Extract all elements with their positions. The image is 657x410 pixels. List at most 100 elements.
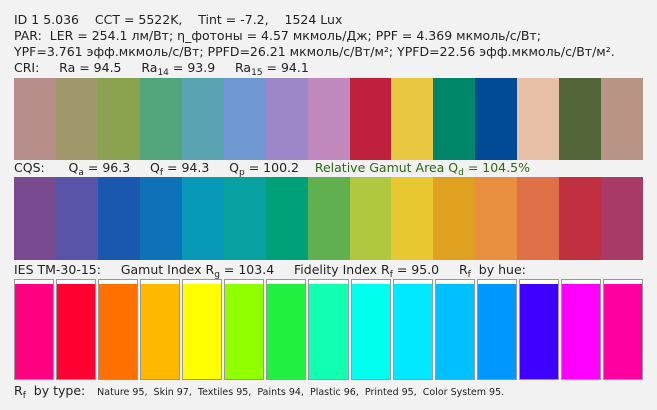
hue-bar [267,284,306,379]
swatch [181,78,224,160]
hue-bar-box [476,279,517,380]
text-segment: = 96.3 Q [83,160,160,175]
swatch [517,78,560,160]
swatch [139,78,182,160]
hue-bar-box [224,279,265,380]
swatch [601,177,644,260]
hue-bar [141,284,180,379]
swatch [265,78,308,160]
hue-bar [15,284,54,379]
swatch [265,177,308,260]
text-segment: = 94.3 Q [163,160,240,175]
text-segment: Nature 95, Skin 97, Textiles 95, Paints … [97,387,505,398]
hue-bar [309,284,348,379]
text-segment: by hue: [470,262,526,277]
info-line: CQS: Qa = 96.3 Qf = 94.3 Qp = 100.2 Rela… [14,160,530,178]
hue-bar-box [14,279,55,380]
hue-bar-box [56,279,97,380]
hue-bar-box [182,279,223,380]
hue-bar-box [602,279,643,380]
swatch [349,78,392,160]
text-segment: g [214,270,220,280]
text-segment: by type: [25,383,98,398]
hue-bar [351,284,390,379]
hue-bar [225,284,264,379]
text-segment: f [22,391,26,401]
swatch [14,177,56,260]
text-segment: = 93.9 Ra [168,60,252,75]
text-segment: Relative Gamut Area Q [314,160,459,175]
swatch [475,177,518,260]
swatch [14,78,56,160]
info-line: YPF=3.761 эфф.мкмоль/с/Вт; PPFD=26.21 мк… [14,44,615,60]
hue-bar-box [392,279,433,380]
hue-bar-box [434,279,475,380]
text-segment: = 100.2 [244,160,315,175]
info-line: Rf by type: Nature 95, Skin 97, Textiles… [14,383,504,401]
text-segment: R [14,383,23,398]
text-segment: CQS: Q [14,160,79,175]
swatch [307,78,350,160]
info-line: ID 1 5.036 CCT = 5522K, Tint = -7.2, 152… [14,12,342,28]
swatch [475,78,518,160]
text-segment: = 103.4 Fidelity Index R [219,262,390,277]
swatch [181,177,224,260]
swatch [223,78,266,160]
hue-bar-box [140,279,181,380]
swatch [55,78,98,160]
swatch [433,78,476,160]
info-line: CRI: Ra = 94.5 Ra14 = 93.9 Ra15 = 94.1 [14,60,309,78]
text-segment: 14 [157,68,169,78]
swatch [601,78,644,160]
swatch [517,177,560,260]
hue-bar [477,284,516,379]
hue-bar [435,284,474,379]
text-segment: = 94.1 [262,60,309,75]
swatch [55,177,98,260]
text-segment: f [467,270,471,280]
swatch [391,78,434,160]
swatch [307,177,350,260]
text-segment: ID 1 5.036 CCT = 5522K, Tint = -7.2, 152… [14,12,343,27]
swatch [559,78,602,160]
swatch [97,78,140,160]
text-segment: f [159,168,164,178]
hue-bar [57,284,96,379]
text-segment: a [78,168,84,178]
swatch [349,177,392,260]
info-line: IES TM-30-15: Gamut Index Rg = 103.4 Fid… [14,262,526,280]
text-segment: = 104.5% [463,160,530,175]
swatch [559,177,602,260]
hue-bar [561,284,600,379]
hue-bar-box [308,279,349,380]
text-segment: d [458,168,464,178]
text-segment: IES TM-30-15: Gamut Index R [14,262,215,277]
text-segment: PAR: LER = 254.1 лм/Вт; η_фотоны = 4.57 … [14,28,541,43]
text-segment: 15 [251,68,263,78]
cri-swatches [14,78,644,160]
hue-bar-box [518,279,559,380]
info-line: PAR: LER = 254.1 лм/Вт; η_фотоны = 4.57 … [14,28,541,44]
hue-bar-box [350,279,391,380]
swatch [433,177,476,260]
hue-bars [14,279,643,380]
text-segment: p [239,168,245,178]
hue-bar-box [560,279,601,380]
hue-bar [519,284,558,379]
hue-bar-box [98,279,139,380]
hue-bar [99,284,138,379]
swatch [139,177,182,260]
text-segment: = 95.0 R [392,262,468,277]
swatch [391,177,434,260]
swatch [97,177,140,260]
hue-bar-box [266,279,307,380]
hue-bar [393,284,432,379]
cqs-swatches [14,177,644,260]
text-segment: YPF=3.761 эфф.мкмоль/с/Вт; PPFD=26.21 мк… [14,44,615,59]
swatch [223,177,266,260]
hue-bar [603,284,642,379]
text-segment: CRI: Ra = 94.5 Ra [14,60,158,75]
text-segment: f [389,270,393,280]
hue-bar [183,284,222,379]
